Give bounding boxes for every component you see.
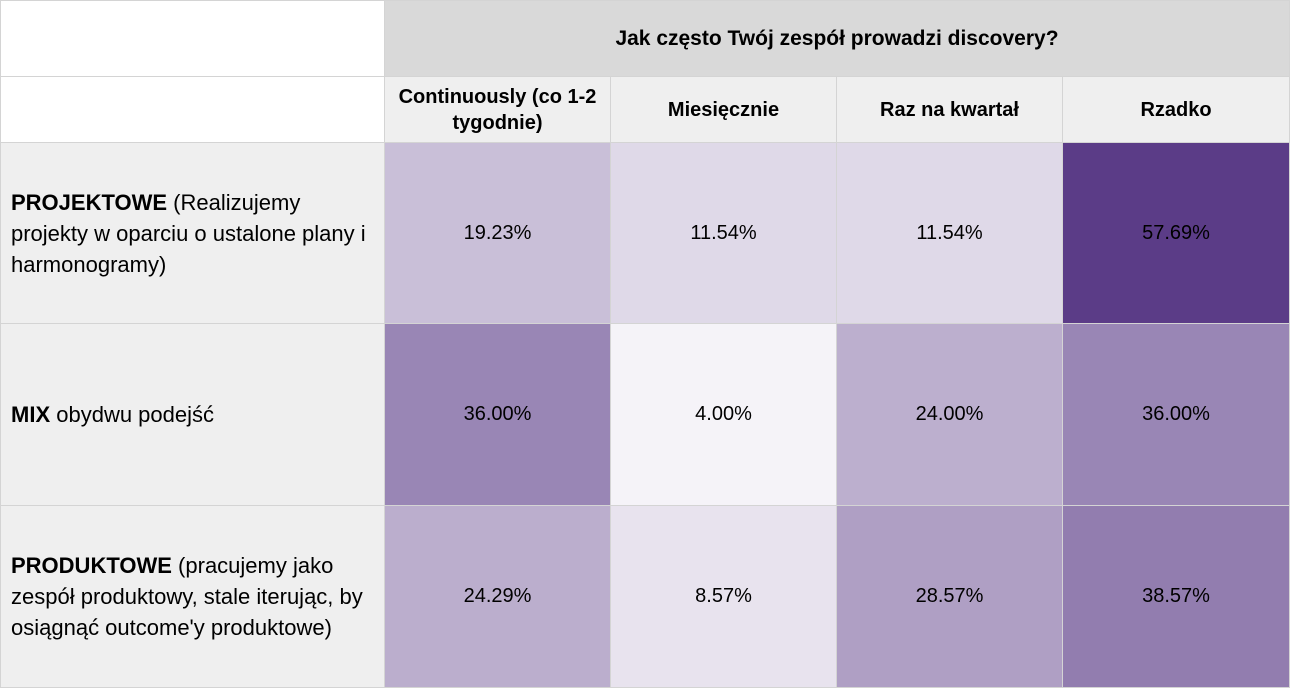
heatmap-cell: 19.23% [385,143,611,324]
row-header-mix: MIX obydwu podejść [0,324,385,506]
column-header-rzadko: Rzadko [1063,77,1290,143]
row-header-bold: PROJEKTOWE [11,189,168,215]
heatmap-cell: 38.57% [1063,506,1290,688]
column-header-continuously: Continuously (co 1-2 tygodnie) [385,77,611,143]
corner-cell [0,0,385,77]
column-header-raz-na-kwartal: Raz na kwartał [837,77,1063,143]
heatmap-cell: 8.57% [611,506,837,688]
heatmap-cell: 36.00% [385,324,611,506]
column-header-miesiecznie: Miesięcznie [611,77,837,143]
row-header-desc: (Realizujemy projekty w oparciu o ustalo… [11,189,366,277]
heatmap-cell: 24.29% [385,506,611,688]
heatmap-cell: 28.57% [837,506,1063,688]
heatmap-cell: 24.00% [837,324,1063,506]
row-header-projektowe: PROJEKTOWE (Realizujemy projekty w oparc… [0,143,385,324]
heatmap-cell: 57.69% [1063,143,1290,324]
row-header-bold: MIX [11,402,51,427]
row-header-desc: (pracujemy jako zespół produktowy, stale… [11,553,363,640]
corner-cell-2 [0,77,385,143]
row-header-bold: PRODUKTOWE [11,553,172,578]
heatmap-cell: 4.00% [611,324,837,506]
row-header-desc: obydwu podejść [50,402,215,427]
row-header-produktowe: PRODUKTOWE (pracujemy jako zespół produk… [0,506,385,688]
heatmap-cell: 11.54% [837,143,1063,324]
heatmap-cell: 11.54% [611,143,837,324]
heatmap-cell: 36.00% [1063,324,1290,506]
chart-title: Jak często Twój zespół prowadzi discover… [385,0,1290,77]
